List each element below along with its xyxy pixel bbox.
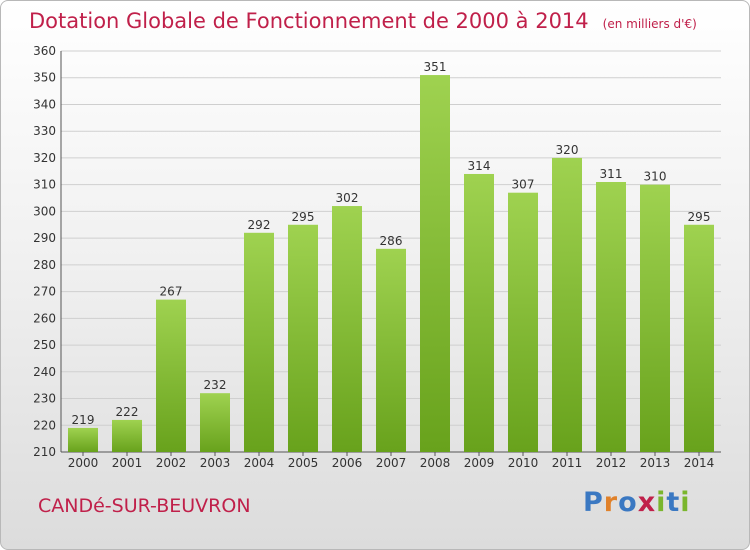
- logo-letter: t: [666, 487, 681, 518]
- x-tick-label: 2010: [508, 456, 539, 470]
- logo-letter: i: [680, 487, 691, 518]
- y-tick-label: 310: [33, 178, 56, 192]
- bar-2000: [68, 427, 98, 452]
- place-name: CANDé-SUR-BEUVRON: [38, 495, 251, 517]
- x-tick-label: 2004: [244, 456, 275, 470]
- y-tick-label: 300: [33, 204, 56, 218]
- y-tick-label: 230: [33, 392, 56, 406]
- x-tick-label: 2011: [552, 456, 583, 470]
- data-label: 310: [644, 170, 667, 184]
- data-label: 286: [380, 234, 403, 248]
- y-tick-label: 320: [33, 151, 56, 165]
- x-tick-label: 2013: [640, 456, 671, 470]
- x-tick-label: 2005: [288, 456, 319, 470]
- bar-2014: [684, 224, 714, 452]
- x-tick-label: 2003: [200, 456, 231, 470]
- x-tick-label: 2012: [596, 456, 627, 470]
- chart-title: Dotation Globale de Fonctionnement de 20…: [29, 9, 697, 33]
- bar-2002: [156, 299, 186, 452]
- bar-2001: [112, 419, 142, 452]
- x-tick-label: 2009: [464, 456, 495, 470]
- y-tick-label: 290: [33, 231, 56, 245]
- logo-letter: P: [583, 487, 604, 518]
- data-label: 351: [424, 60, 447, 74]
- x-tick-label: 2001: [112, 456, 143, 470]
- data-label: 311: [600, 167, 623, 181]
- data-label: 292: [248, 218, 271, 232]
- y-tick-label: 340: [33, 97, 56, 111]
- data-label: 295: [292, 210, 315, 224]
- data-label: 267: [160, 285, 183, 299]
- bar-2004: [244, 232, 274, 452]
- bar-2012: [596, 181, 626, 452]
- y-tick-label: 360: [33, 44, 56, 58]
- y-tick-label: 210: [33, 445, 56, 459]
- y-tick-label: 350: [33, 71, 56, 85]
- data-label: 302: [336, 191, 359, 205]
- logo-letter: i: [656, 487, 667, 518]
- y-tick-label: 280: [33, 258, 56, 272]
- data-label: 307: [512, 178, 535, 192]
- logo-letter: r: [603, 487, 619, 518]
- y-tick-label: 250: [33, 338, 56, 352]
- y-tick-label: 220: [33, 418, 56, 432]
- bar-2009: [464, 173, 494, 452]
- logo-letter: x: [637, 487, 657, 518]
- bar-2011: [552, 157, 582, 452]
- x-tick-label: 2002: [156, 456, 187, 470]
- chart-title-text: Dotation Globale de Fonctionnement de 20…: [29, 9, 589, 33]
- bar-2007: [376, 248, 406, 452]
- bar-2003: [200, 393, 230, 452]
- data-label: 320: [556, 143, 579, 157]
- bar-2013: [640, 184, 670, 452]
- data-label: 222: [116, 405, 139, 419]
- proxiti-logo: Proxiti: [583, 487, 691, 518]
- bar-2008: [420, 75, 450, 452]
- logo-letter: o: [618, 487, 638, 518]
- data-label: 219: [72, 413, 95, 427]
- bar-2005: [288, 224, 318, 452]
- bar-2010: [508, 192, 538, 453]
- unit-note: (en milliers d'€): [602, 17, 697, 31]
- data-label: 314: [468, 159, 491, 173]
- x-tick-label: 2006: [332, 456, 363, 470]
- x-tick-label: 2007: [376, 456, 407, 470]
- data-label: 295: [688, 210, 711, 224]
- y-tick-label: 260: [33, 311, 56, 325]
- x-tick-label: 2014: [684, 456, 715, 470]
- x-tick-label: 2008: [420, 456, 451, 470]
- y-tick-label: 330: [33, 124, 56, 138]
- y-tick-label: 270: [33, 285, 56, 299]
- data-label: 232: [204, 378, 227, 392]
- bar-2006: [332, 206, 362, 452]
- x-tick-label: 2000: [68, 456, 99, 470]
- y-tick-label: 240: [33, 365, 56, 379]
